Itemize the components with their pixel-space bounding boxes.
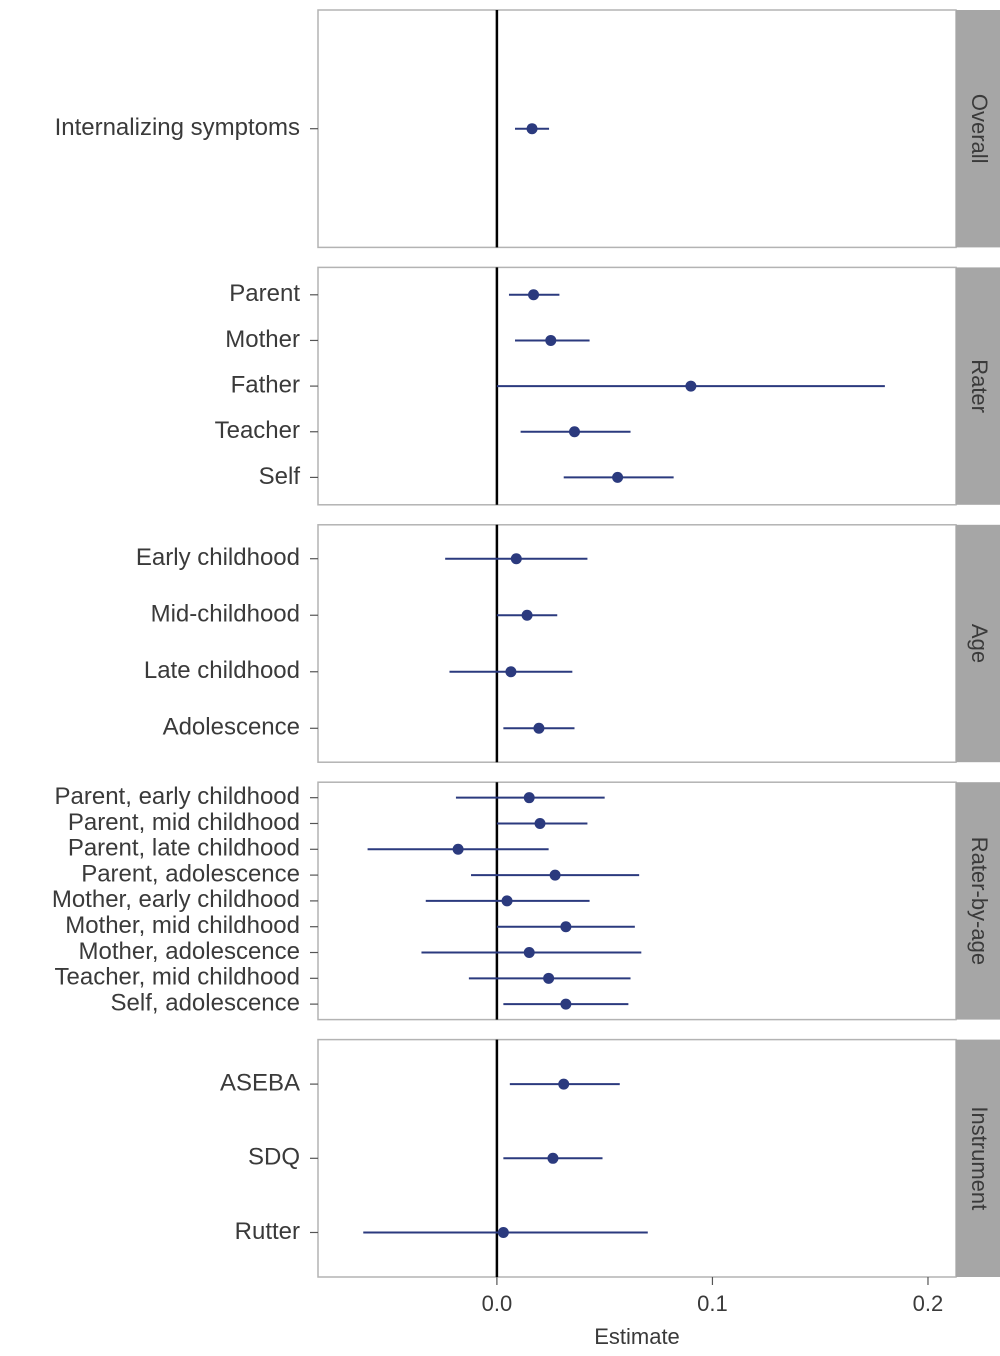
- y-tick-label: Mother, adolescence: [79, 938, 300, 965]
- estimate-point: [543, 972, 555, 984]
- y-tick-label: Early childhood: [136, 544, 300, 571]
- estimate-point: [523, 947, 535, 959]
- estimate-point: [505, 666, 517, 678]
- panel-background: [317, 524, 957, 763]
- y-tick-label: Rutter: [235, 1218, 300, 1245]
- panel-background: [317, 1038, 957, 1278]
- y-tick-label: Parent, late childhood: [68, 835, 300, 862]
- y-tick-label: Teacher: [215, 417, 300, 444]
- estimate-point: [533, 722, 545, 734]
- y-tick-label: Father: [231, 371, 300, 398]
- strip-background: [956, 10, 1000, 248]
- y-tick-label: Mother: [225, 326, 300, 353]
- estimate-point: [501, 895, 513, 907]
- y-tick-label: Adolescence: [163, 714, 300, 741]
- y-tick-label: Mid-childhood: [151, 601, 300, 628]
- strip-label: Instrument: [967, 1106, 992, 1210]
- strip-background: [956, 1039, 1000, 1277]
- y-tick-label: Parent, adolescence: [81, 860, 300, 887]
- y-tick-label: Parent, mid childhood: [68, 809, 300, 836]
- estimate-point: [612, 471, 624, 483]
- panel-background: [317, 781, 957, 1021]
- x-axis-title: Estimate: [594, 1324, 680, 1349]
- y-tick-label: SDQ: [248, 1144, 300, 1171]
- strip-background: [956, 267, 1000, 505]
- y-tick-label: Internalizing symptoms: [55, 114, 300, 141]
- x-tick-label: 0.2: [913, 1291, 944, 1316]
- estimate-point: [685, 380, 697, 392]
- y-tick-label: Mother, early childhood: [52, 886, 300, 913]
- strip-label: Rater-by-age: [967, 837, 992, 965]
- strip-label: Overall: [967, 94, 992, 164]
- estimate-point: [547, 1152, 559, 1164]
- strip-label: Rater: [967, 359, 992, 413]
- panel-background: [317, 9, 957, 249]
- y-tick-label: Teacher, mid childhood: [55, 964, 300, 991]
- y-tick-label: Mother, mid childhood: [65, 912, 300, 939]
- y-tick-label: Self, adolescence: [111, 989, 300, 1016]
- estimate-point: [452, 843, 464, 855]
- estimate-point: [534, 817, 546, 829]
- estimate-point: [545, 334, 557, 346]
- x-tick-label: 0.1: [697, 1291, 728, 1316]
- estimate-point: [521, 609, 533, 621]
- y-tick-label: Parent, early childhood: [55, 783, 300, 810]
- y-tick-label: ASEBA: [220, 1069, 300, 1096]
- estimate-point: [560, 921, 572, 933]
- strip-label: Age: [967, 624, 992, 663]
- y-tick-label: Self: [259, 463, 301, 490]
- estimate-point: [558, 1078, 570, 1090]
- estimate-point: [510, 553, 522, 565]
- estimate-point: [549, 869, 561, 881]
- estimate-point: [526, 123, 538, 135]
- strip-background: [956, 782, 1000, 1020]
- estimate-point: [497, 1226, 509, 1238]
- strip-background: [956, 524, 1000, 763]
- x-tick-label: 0.0: [482, 1291, 513, 1316]
- y-tick-label: Late childhood: [144, 657, 300, 684]
- estimate-point: [560, 998, 572, 1010]
- estimate-point: [523, 792, 535, 804]
- estimate-point: [528, 289, 540, 301]
- estimate-point: [568, 426, 580, 438]
- y-tick-label: Parent: [229, 280, 300, 307]
